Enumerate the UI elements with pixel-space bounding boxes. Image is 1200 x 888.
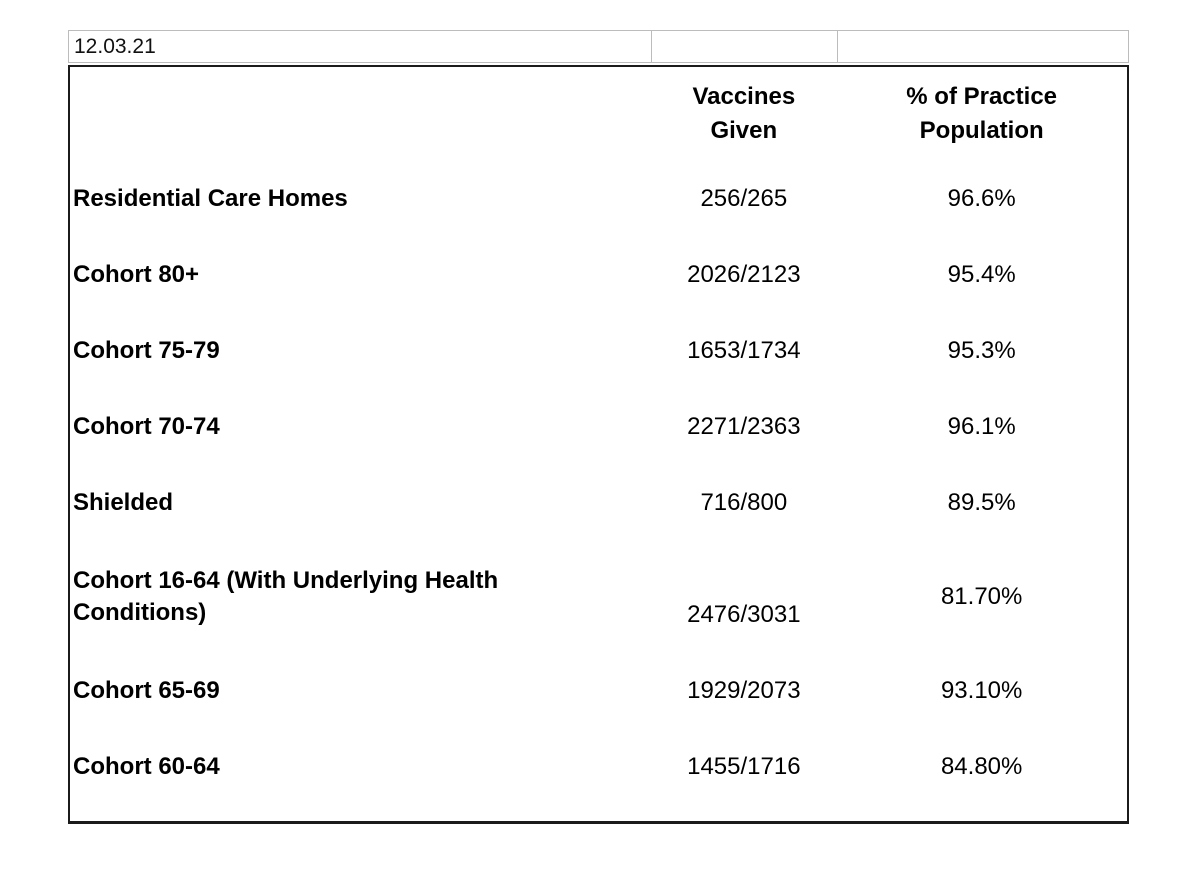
table-row: Residential Care Homes 256/265 96.6%	[70, 161, 1127, 237]
table-row: Cohort 75-79 1653/1734 95.3%	[70, 313, 1127, 389]
cell-cohort-label: Cohort 16-64 (With Underlying Health Con…	[73, 567, 499, 626]
cell-pct-of-practice-population: 81.70%	[940, 583, 1023, 610]
cell-vaccines-given: 1653/1734	[687, 337, 801, 364]
cell-vaccines-given: 2476/3031	[687, 601, 801, 628]
header-cell-label	[70, 67, 651, 161]
cell-pct-of-practice-population: 84.80%	[940, 753, 1023, 780]
cell-vaccines-given: 716/800	[700, 489, 788, 516]
cell-vaccines-given: 2271/2363	[687, 413, 801, 440]
cell-cohort-label: Cohort 60-64	[73, 753, 220, 780]
cell-cohort-label: Residential Care Homes	[73, 185, 348, 212]
spreadsheet-area: 12.03.21 Vaccines Given % of Practice Po…	[68, 30, 1129, 824]
vaccination-table: Vaccines Given % of Practice Population …	[70, 67, 1127, 805]
date-cell[interactable]: 12.03.21	[68, 30, 652, 63]
cell-vaccines-given: 256/265	[700, 185, 788, 212]
top-cell-row: 12.03.21	[68, 30, 1129, 63]
cell-pct-of-practice-population: 96.6%	[947, 185, 1016, 212]
cell-pct-of-practice-population: 93.10%	[940, 677, 1023, 704]
cell-cohort-label: Shielded	[73, 489, 174, 516]
table-header: Vaccines Given % of Practice Population	[70, 67, 1127, 161]
cell-pct-of-practice-population: 95.4%	[947, 261, 1016, 288]
table-row: Cohort 65-69 1929/2073 93.10%	[70, 653, 1127, 729]
table-body: Residential Care Homes 256/265 96.6% Coh…	[70, 161, 1127, 805]
header-row: Vaccines Given % of Practice Population	[70, 67, 1127, 161]
cell-pct-of-practice-population: 95.3%	[947, 337, 1016, 364]
empty-cell-2[interactable]	[836, 30, 1129, 63]
cell-vaccines-given: 1455/1716	[687, 753, 801, 780]
cell-pct-of-practice-population: 96.1%	[947, 413, 1016, 440]
cell-vaccines-given: 1929/2073	[687, 677, 801, 704]
cell-cohort-label: Cohort 65-69	[73, 677, 220, 704]
cell-cohort-label: Cohort 80+	[73, 261, 200, 288]
cell-cohort-label: Cohort 75-79	[73, 337, 220, 364]
empty-cell-1[interactable]	[651, 30, 838, 63]
top-row: 12.03.21	[68, 30, 1129, 63]
table-row: Cohort 80+ 2026/2123 95.4%	[70, 237, 1127, 313]
cell-vaccines-given: 2026/2123	[687, 261, 801, 288]
table-row: Cohort 70-74 2271/2363 96.1%	[70, 389, 1127, 465]
cell-cohort-label: Cohort 70-74	[73, 413, 220, 440]
table-row: Cohort 16-64 (With Underlying Health Con…	[70, 541, 1127, 653]
cell-pct-of-practice-population: 89.5%	[947, 489, 1016, 516]
table-row: Cohort 60-64 1455/1716 84.80%	[70, 729, 1127, 805]
table-row: Shielded 716/800 89.5%	[70, 465, 1127, 541]
vaccination-table-frame: Vaccines Given % of Practice Population …	[68, 65, 1129, 824]
header-cell-vaccines-given: Vaccines Given	[692, 83, 796, 144]
header-cell-pct-population: % of Practice Population	[906, 83, 1058, 144]
